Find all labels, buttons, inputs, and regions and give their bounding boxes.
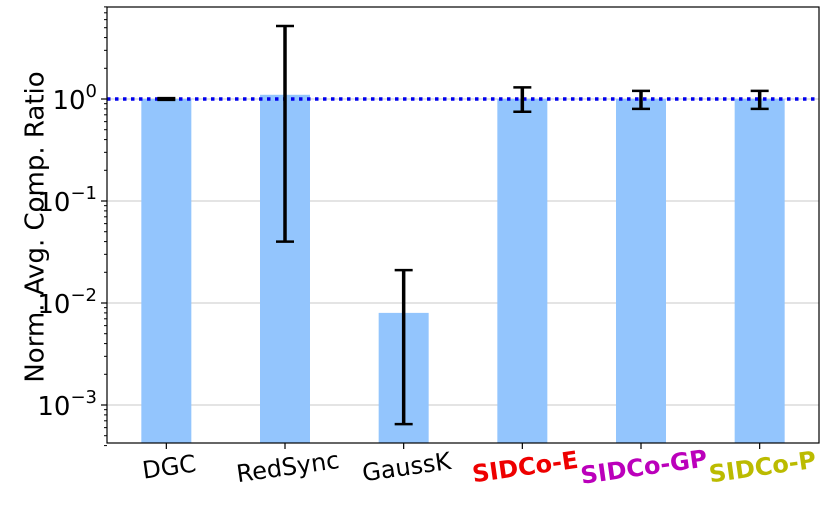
x-tick-label-gaussk: GaussK [360, 447, 454, 487]
x-tick-label-redsync: RedSync [235, 446, 341, 488]
y-axis-label: Norm. Avg. Comp. Ratio [21, 71, 51, 382]
gridlines [107, 98, 819, 406]
bar-sidco-gp [616, 99, 666, 443]
bar-sidco-e [497, 99, 548, 443]
plot-frame [106, 6, 820, 444]
x-tick-label-sidco-p: SIDCo-P [707, 446, 818, 489]
y-tick-label: 100 [52, 81, 97, 116]
x-tick-label-dgc: DGC [141, 449, 198, 484]
bar-sidco-p [734, 99, 785, 443]
bar-dgc [141, 99, 192, 443]
y-tick-label: 10−2 [37, 285, 97, 320]
error-bars [157, 24, 769, 426]
bars [141, 94, 785, 443]
y-tick-label: 10−3 [37, 387, 97, 422]
y-axis-ticks: 100 10−1 10−2 10−3 [37, 6, 107, 447]
x-tick-label-sidco-e: SIDCo-E [470, 446, 579, 489]
y-tick-label: 10−1 [37, 183, 97, 218]
x-tick-label-sidco-gp: SIDCo-GP [579, 444, 709, 489]
